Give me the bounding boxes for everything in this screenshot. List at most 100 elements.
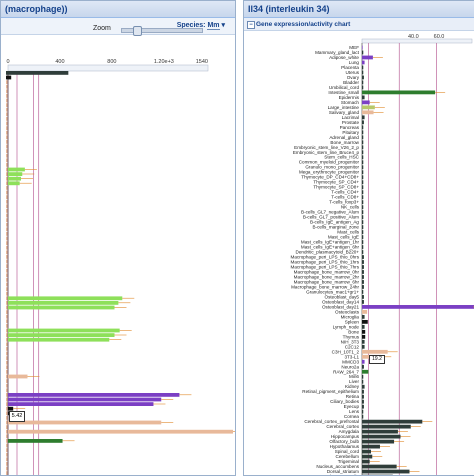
bar	[6, 241, 8, 245]
axis-tick-label: 1540	[196, 59, 208, 65]
collapse-icon[interactable]: −	[247, 21, 255, 29]
bar	[6, 135, 8, 139]
bar	[6, 117, 8, 121]
expression-bar	[362, 175, 363, 179]
expression-bar	[362, 325, 365, 329]
bar	[6, 471, 8, 475]
bar	[6, 457, 8, 461]
bar	[6, 80, 8, 84]
expression-bar	[362, 385, 365, 389]
highlight-bar	[8, 398, 161, 402]
bar	[6, 416, 8, 420]
zoom-slider[interactable]	[121, 28, 203, 33]
expression-bar	[362, 105, 375, 109]
expression-bar	[362, 285, 364, 289]
highlight-bar	[8, 301, 118, 305]
expression-bar	[362, 135, 363, 139]
zoom-label: Zoom	[93, 25, 111, 32]
expression-bar	[362, 120, 364, 124]
expression-bar	[362, 235, 363, 239]
expression-bar	[362, 320, 368, 324]
expression-bar	[362, 150, 363, 154]
bar	[6, 370, 8, 374]
bar	[6, 306, 8, 310]
expression-bar	[362, 350, 388, 354]
expression-bar	[362, 365, 364, 369]
highlight-bar	[8, 329, 120, 333]
bar	[6, 292, 8, 296]
expression-bar	[362, 95, 365, 99]
expression-bar	[362, 160, 363, 164]
bar	[6, 209, 8, 213]
bar	[6, 296, 8, 300]
expression-bar	[362, 230, 363, 234]
bar	[6, 356, 8, 360]
expression-bar	[362, 275, 364, 279]
expression-bar	[362, 295, 364, 299]
expression-bar	[362, 280, 364, 284]
expression-bar	[362, 110, 374, 114]
bar	[6, 310, 8, 314]
bar	[6, 172, 8, 176]
expression-bar	[362, 190, 363, 194]
expression-bar	[362, 420, 422, 424]
bar	[6, 154, 8, 158]
highlight-bar	[8, 181, 20, 185]
expression-bar	[362, 185, 363, 189]
expression-bar	[362, 335, 365, 339]
highlight-bar	[8, 439, 63, 443]
expression-bar	[362, 86, 363, 90]
highlight-bar	[8, 393, 179, 397]
expression-bar	[362, 395, 364, 399]
expression-bar	[362, 245, 363, 249]
bar	[6, 407, 8, 411]
highlight-bar	[8, 168, 25, 172]
bar	[6, 338, 8, 342]
expression-bar	[362, 345, 365, 349]
expression-bar	[362, 130, 363, 134]
expression-bar	[362, 340, 365, 344]
expression-bar	[362, 260, 364, 264]
bar	[6, 76, 11, 80]
highlight-bar	[8, 306, 114, 310]
expression-bar	[362, 435, 401, 439]
bar	[6, 186, 8, 190]
expression-bar	[362, 220, 363, 224]
expression-bar	[362, 240, 363, 244]
bar	[6, 393, 8, 397]
expression-bar	[362, 145, 363, 149]
bar	[6, 246, 8, 250]
bar	[6, 103, 8, 107]
species-value: Mm	[207, 22, 219, 30]
expression-bar	[362, 360, 365, 364]
bar	[6, 333, 8, 337]
bar	[6, 85, 8, 89]
expression-bar	[362, 125, 363, 129]
expression-bar	[362, 51, 363, 55]
expression-bar	[362, 66, 363, 70]
bar	[6, 260, 8, 264]
value-tooltip: 19.2	[369, 355, 385, 364]
bar	[6, 131, 8, 135]
bar	[6, 204, 8, 208]
bar	[6, 250, 8, 254]
expression-bar	[362, 56, 373, 60]
bar	[6, 448, 8, 452]
expression-bar	[362, 255, 364, 259]
bar	[6, 287, 8, 291]
bar	[6, 99, 8, 103]
bar	[6, 402, 8, 406]
expression-bar	[362, 425, 411, 429]
bar	[6, 324, 8, 328]
expression-bar	[362, 76, 364, 80]
expression-bar	[362, 410, 363, 414]
bar	[6, 195, 8, 199]
highlight-bar	[8, 421, 161, 425]
bar	[6, 388, 8, 392]
expression-bar	[362, 210, 363, 214]
expression-bar	[362, 400, 364, 404]
highlight-bar	[8, 333, 114, 337]
tissue-label: Dorsal_root_ganglia	[318, 474, 360, 475]
